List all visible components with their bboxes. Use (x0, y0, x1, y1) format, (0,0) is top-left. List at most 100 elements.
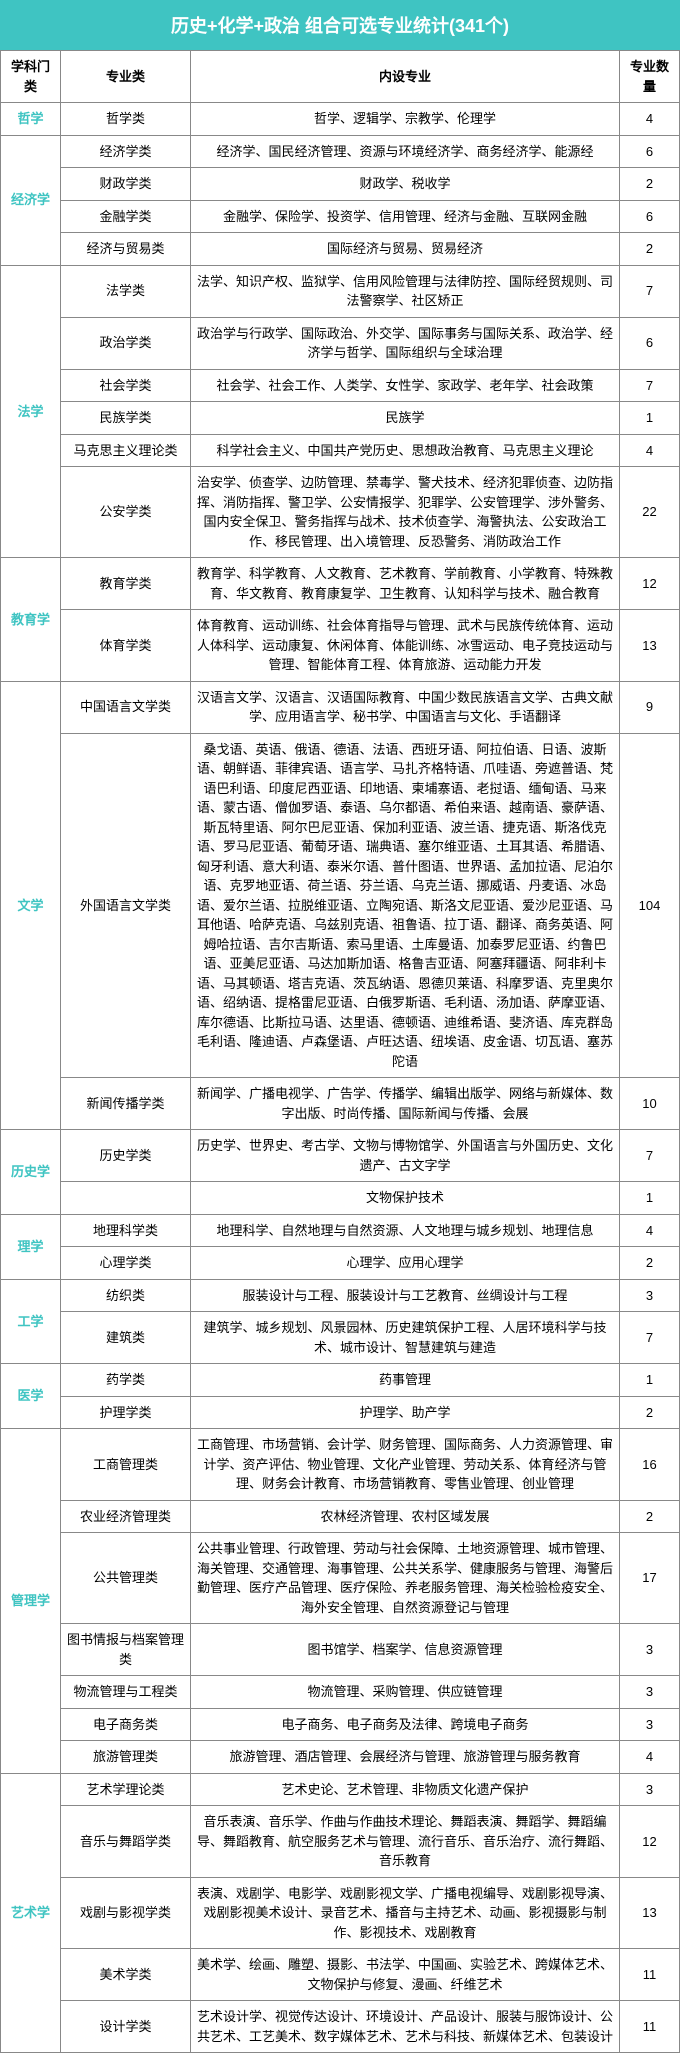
count-cell: 1 (620, 1182, 680, 1215)
subcategory-cell: 新闻传播学类 (61, 1078, 191, 1130)
majors-cell: 心理学、应用心理学 (191, 1247, 620, 1280)
majors-cell: 服装设计与工程、服装设计与工艺教育、丝绸设计与工程 (191, 1279, 620, 1312)
majors-cell: 桑戈语、英语、俄语、德语、法语、西班牙语、阿拉伯语、日语、波斯语、朝鲜语、菲律宾… (191, 733, 620, 1078)
category-cell: 理学 (1, 1214, 61, 1279)
subcategory-cell: 财政学类 (61, 168, 191, 201)
table-row: 建筑类建筑学、城乡规划、风景园林、历史建筑保护工程、人居环境科学与技术、城市设计… (1, 1312, 680, 1364)
majors-cell: 体育教育、运动训练、社会体育指导与管理、武术与民族传统体育、运动人体科学、运动康… (191, 610, 620, 682)
subcategory-cell: 历史学类 (61, 1130, 191, 1182)
count-cell: 11 (620, 1949, 680, 2001)
subcategory-cell: 美术学类 (61, 1949, 191, 2001)
category-cell: 管理学 (1, 1429, 61, 1774)
category-cell: 教育学 (1, 558, 61, 682)
table-row: 音乐与舞蹈学类音乐表演、音乐学、作曲与作曲技术理论、舞蹈表演、舞蹈学、舞蹈编导、… (1, 1806, 680, 1878)
table-row: 经济学经济学类经济学、国民经济管理、资源与环境经济学、商务经济学、能源经6 (1, 135, 680, 168)
count-cell: 4 (620, 1741, 680, 1774)
table-row: 政治学类政治学与行政学、国际政治、外交学、国际事务与国际关系、政治学、经济学与哲… (1, 317, 680, 369)
majors-cell: 国际经济与贸易、贸易经济 (191, 233, 620, 266)
count-cell: 2 (620, 233, 680, 266)
majors-cell: 艺术设计学、视觉传达设计、环境设计、产品设计、服装与服饰设计、公共艺术、工艺美术… (191, 2001, 620, 2053)
count-cell: 7 (620, 1312, 680, 1364)
category-cell: 文学 (1, 681, 61, 1130)
majors-cell: 科学社会主义、中国共产党历史、思想政治教育、马克思主义理论 (191, 434, 620, 467)
majors-cell: 财政学、税收学 (191, 168, 620, 201)
category-cell: 法学 (1, 265, 61, 558)
subcategory-cell: 经济与贸易类 (61, 233, 191, 266)
count-cell: 9 (620, 681, 680, 733)
table-row: 物流管理与工程类物流管理、采购管理、供应链管理3 (1, 1676, 680, 1709)
table-row: 文物保护技术1 (1, 1182, 680, 1215)
count-cell: 13 (620, 610, 680, 682)
majors-cell: 公共事业管理、行政管理、劳动与社会保障、土地资源管理、城市管理、海关管理、交通管… (191, 1533, 620, 1624)
subcategory-cell: 电子商务类 (61, 1708, 191, 1741)
table-row: 教育学教育学类教育学、科学教育、人文教育、艺术教育、学前教育、小学教育、特殊教育… (1, 558, 680, 610)
count-cell: 16 (620, 1429, 680, 1501)
table-row: 管理学工商管理类工商管理、市场营销、会计学、财务管理、国际商务、人力资源管理、审… (1, 1429, 680, 1501)
table-row: 医学药学类药事管理1 (1, 1364, 680, 1397)
count-cell: 104 (620, 733, 680, 1078)
header-count: 专业数量 (620, 51, 680, 103)
majors-cell: 美术学、绘画、雕塑、摄影、书法学、中国画、实验艺术、跨媒体艺术、文物保护与修复、… (191, 1949, 620, 2001)
subcategory-cell: 建筑类 (61, 1312, 191, 1364)
majors-cell: 文物保护技术 (191, 1182, 620, 1215)
table-row: 旅游管理类旅游管理、酒店管理、会展经济与管理、旅游管理与服务教育4 (1, 1741, 680, 1774)
table-row: 公共管理类公共事业管理、行政管理、劳动与社会保障、土地资源管理、城市管理、海关管… (1, 1533, 680, 1624)
table-row: 哲学哲学类哲学、逻辑学、宗教学、伦理学4 (1, 103, 680, 136)
majors-cell: 护理学、助产学 (191, 1396, 620, 1429)
majors-cell: 旅游管理、酒店管理、会展经济与管理、旅游管理与服务教育 (191, 1741, 620, 1774)
table-row: 心理学类心理学、应用心理学2 (1, 1247, 680, 1280)
category-cell: 历史学 (1, 1130, 61, 1215)
table-row: 图书情报与档案管理类图书馆学、档案学、信息资源管理3 (1, 1624, 680, 1676)
subcategory-cell: 金融学类 (61, 200, 191, 233)
subcategory-cell: 旅游管理类 (61, 1741, 191, 1774)
majors-cell: 音乐表演、音乐学、作曲与作曲技术理论、舞蹈表演、舞蹈学、舞蹈编导、舞蹈教育、航空… (191, 1806, 620, 1878)
subcategory-cell: 图书情报与档案管理类 (61, 1624, 191, 1676)
table-row: 民族学类民族学1 (1, 402, 680, 435)
category-cell: 艺术学 (1, 1773, 61, 2053)
count-cell: 1 (620, 1364, 680, 1397)
category-cell: 工学 (1, 1279, 61, 1364)
subcategory-cell: 农业经济管理类 (61, 1500, 191, 1533)
table-row: 理学地理科学类地理科学、自然地理与自然资源、人文地理与城乡规划、地理信息4 (1, 1214, 680, 1247)
count-cell: 6 (620, 200, 680, 233)
table-row: 金融学类金融学、保险学、投资学、信用管理、经济与金融、互联网金融6 (1, 200, 680, 233)
subcategory-cell: 体育学类 (61, 610, 191, 682)
count-cell: 12 (620, 1806, 680, 1878)
subcategory-cell: 设计学类 (61, 2001, 191, 2053)
table-row: 文学中国语言文学类汉语言文学、汉语言、汉语国际教育、中国少数民族语言文学、古典文… (1, 681, 680, 733)
count-cell: 10 (620, 1078, 680, 1130)
majors-cell: 表演、戏剧学、电影学、戏剧影视文学、广播电视编导、戏剧影视导演、戏剧影视美术设计… (191, 1877, 620, 1949)
subcategory-cell: 工商管理类 (61, 1429, 191, 1501)
majors-cell: 新闻学、广播电视学、广告学、传播学、编辑出版学、网络与新媒体、数字出版、时尚传播… (191, 1078, 620, 1130)
subcategory-cell (61, 1182, 191, 1215)
table-row: 财政学类财政学、税收学2 (1, 168, 680, 201)
table-row: 新闻传播学类新闻学、广播电视学、广告学、传播学、编辑出版学、网络与新媒体、数字出… (1, 1078, 680, 1130)
count-cell: 4 (620, 103, 680, 136)
table-row: 经济与贸易类国际经济与贸易、贸易经济2 (1, 233, 680, 266)
table-row: 体育学类体育教育、运动训练、社会体育指导与管理、武术与民族传统体育、运动人体科学… (1, 610, 680, 682)
subcategory-cell: 民族学类 (61, 402, 191, 435)
table-row: 美术学类美术学、绘画、雕塑、摄影、书法学、中国画、实验艺术、跨媒体艺术、文物保护… (1, 1949, 680, 2001)
majors-cell: 农林经济管理、农村区域发展 (191, 1500, 620, 1533)
count-cell: 7 (620, 265, 680, 317)
count-cell: 2 (620, 1247, 680, 1280)
table-row: 公安学类治安学、侦查学、边防管理、禁毒学、警犬技术、经济犯罪侦查、边防指挥、消防… (1, 467, 680, 558)
subcategory-cell: 经济学类 (61, 135, 191, 168)
count-cell: 7 (620, 369, 680, 402)
majors-cell: 法学、知识产权、监狱学、信用风险管理与法律防控、国际经贸规则、司法警察学、社区矫… (191, 265, 620, 317)
count-cell: 1 (620, 402, 680, 435)
subcategory-cell: 纺织类 (61, 1279, 191, 1312)
majors-cell: 哲学、逻辑学、宗教学、伦理学 (191, 103, 620, 136)
table-row: 马克思主义理论类科学社会主义、中国共产党历史、思想政治教育、马克思主义理论4 (1, 434, 680, 467)
count-cell: 17 (620, 1533, 680, 1624)
subcategory-cell: 哲学类 (61, 103, 191, 136)
subcategory-cell: 药学类 (61, 1364, 191, 1397)
majors-cell: 社会学、社会工作、人类学、女性学、家政学、老年学、社会政策 (191, 369, 620, 402)
majors-cell: 建筑学、城乡规划、风景园林、历史建筑保护工程、人居环境科学与技术、城市设计、智慧… (191, 1312, 620, 1364)
category-cell: 哲学 (1, 103, 61, 136)
table-row: 法学法学类法学、知识产权、监狱学、信用风险管理与法律防控、国际经贸规则、司法警察… (1, 265, 680, 317)
count-cell: 12 (620, 558, 680, 610)
majors-cell: 教育学、科学教育、人文教育、艺术教育、学前教育、小学教育、特殊教育、华文教育、教… (191, 558, 620, 610)
subcategory-cell: 公共管理类 (61, 1533, 191, 1624)
subcategory-cell: 公安学类 (61, 467, 191, 558)
